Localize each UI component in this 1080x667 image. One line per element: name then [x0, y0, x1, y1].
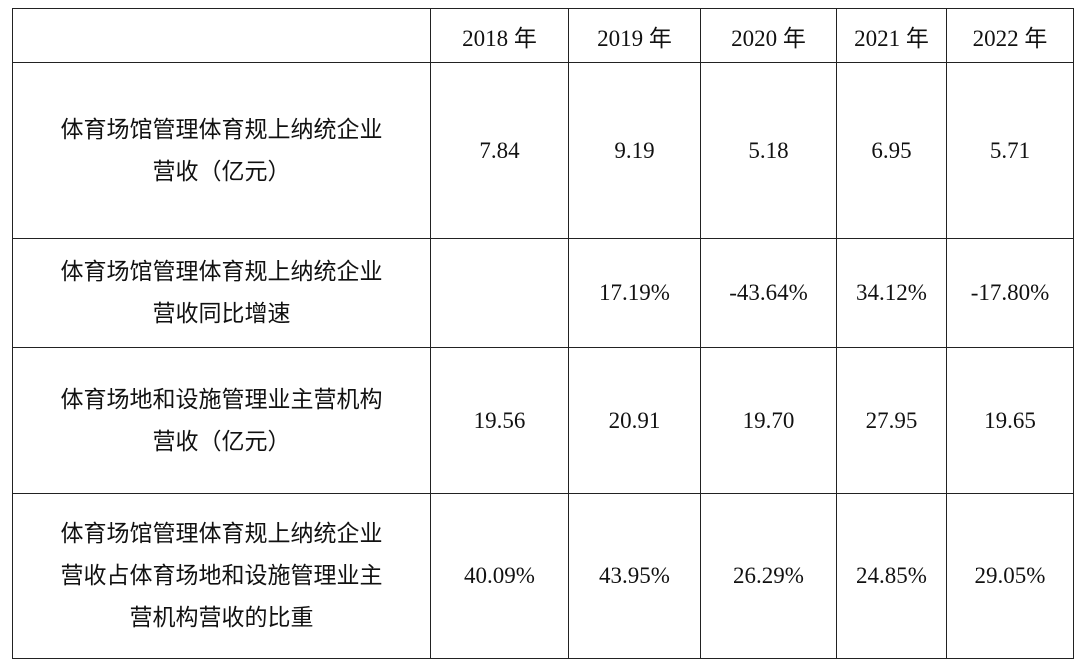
- data-cell: 29.05%: [946, 493, 1074, 659]
- label-line: 体育场馆管理体育规上纳统企业: [60, 116, 383, 142]
- data-cell: 24.85%: [836, 493, 947, 659]
- data-cell: 19.65: [946, 347, 1074, 494]
- data-cell: 27.95: [836, 347, 947, 494]
- data-cell: 20.91: [568, 347, 701, 494]
- label-line: 营收占体育场地和设施管理业主: [60, 563, 383, 588]
- data-cell: -43.64%: [700, 238, 837, 348]
- header-row: 2018 年 2019 年 2020 年 2021 年 2022 年: [12, 8, 1074, 63]
- header-cell: 2019 年: [568, 8, 701, 63]
- label-line: 营收（亿元）: [152, 428, 291, 454]
- label-line: 营收（亿元）: [152, 158, 291, 184]
- data-cell: 26.29%: [700, 493, 837, 659]
- header-cell: 2018 年: [430, 8, 569, 63]
- data-cell: 19.56: [430, 347, 569, 494]
- corner-cell: [12, 8, 431, 63]
- header-cell: 2021 年: [836, 8, 947, 63]
- table-row: 体育场馆管理体育规上纳统企业 营收同比增速 17.19% -43.64% 34.12% -…: [12, 238, 1074, 348]
- label-line: 体育场馆管理体育规上纳统企业: [60, 259, 383, 284]
- label-line: 体育场地和设施管理业主营机构: [60, 386, 383, 412]
- row-label: 体育场馆管理体育规上纳统企业 营收同比增速: [12, 238, 431, 348]
- data-cell: -17.80%: [946, 238, 1074, 348]
- table-row: 体育场馆管理体育规上纳统企业 营收占体育场地和设施管理业主 营机构营收的比重 40.0…: [12, 493, 1074, 659]
- data-table: 2018 年 2019 年 2020 年 2021 年 2022 年体育场馆管理体育规上…: [12, 8, 1074, 659]
- data-cell: 5.71: [946, 62, 1074, 239]
- data-cell: 40.09%: [430, 493, 569, 659]
- data-cell: 17.19%: [568, 238, 701, 348]
- data-cell: 19.70: [700, 347, 837, 494]
- data-cell: 5.18: [700, 62, 837, 239]
- header-cell: 2022 年: [946, 8, 1074, 63]
- table-row: 体育场馆管理体育规上纳统企业 营收（亿元） 7.84 9.19 5.18 6.95 5.71: [12, 62, 1074, 239]
- label-line: 体育场馆管理体育规上纳统企业: [60, 521, 383, 546]
- row-label: 体育场地和设施管理业主营机构 营收（亿元）: [12, 347, 431, 494]
- label-line: 营收同比增速: [152, 301, 291, 326]
- data-cell: 34.12%: [836, 238, 947, 348]
- data-cell: 43.95%: [568, 493, 701, 659]
- data-cell: 9.19: [568, 62, 701, 239]
- label-line: 营机构营收的比重: [129, 605, 314, 630]
- table-row: 体育场地和设施管理业主营机构 营收（亿元） 19.56 20.91 19.70 27.95…: [12, 347, 1074, 494]
- header-cell: 2020 年: [700, 8, 837, 63]
- row-label: 体育场馆管理体育规上纳统企业 营收（亿元）: [12, 62, 431, 239]
- data-cell: 6.95: [836, 62, 947, 239]
- data-cell: 7.84: [430, 62, 569, 239]
- data-cell: [430, 238, 569, 348]
- row-label: 体育场馆管理体育规上纳统企业 营收占体育场地和设施管理业主 营机构营收的比重: [12, 493, 431, 659]
